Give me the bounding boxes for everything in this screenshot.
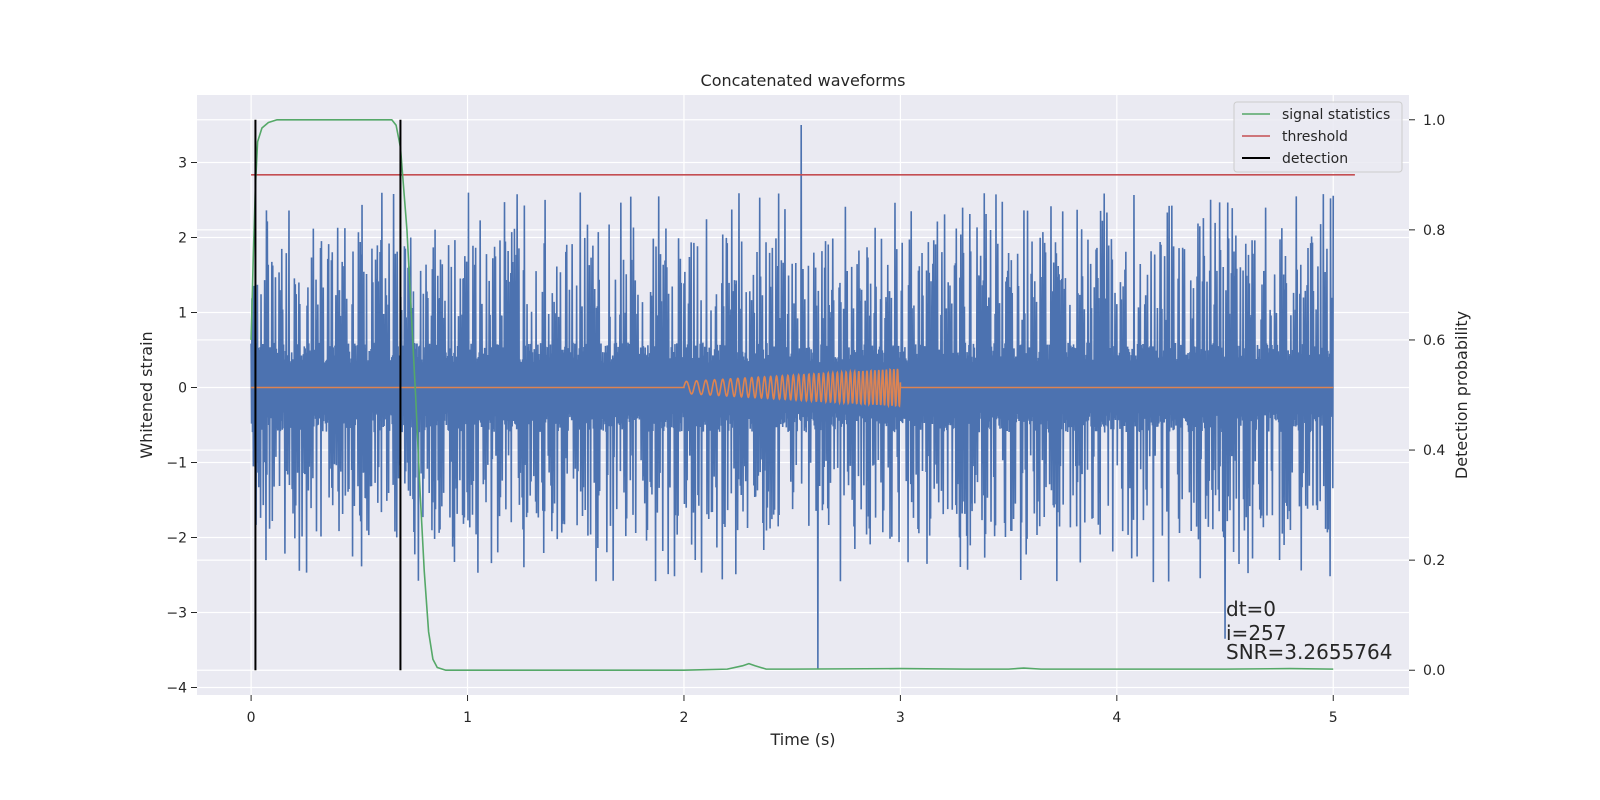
chart-title: Concatenated waveforms <box>701 71 906 90</box>
y-right-tick-label-0: 0.0 <box>1423 663 1445 679</box>
y-right-tick-label-5: 1.0 <box>1423 113 1445 129</box>
legend-box <box>1233 101 1403 173</box>
y-tick-label-7: 3 <box>178 156 187 172</box>
x-tick-label-4: 4 <box>1112 710 1121 726</box>
y-tick-label-5: 1 <box>178 306 187 322</box>
annotation-snr: SNR=3.2655764 <box>1226 640 1392 664</box>
x-tick-label-1: 1 <box>463 710 472 726</box>
injection-line <box>251 368 1334 409</box>
y-right-tick-label-2: 0.4 <box>1423 443 1445 459</box>
annotations: dt=0 i=257 SNR=3.2655764 <box>1226 597 1392 664</box>
y-axis-right-label: Detection probability <box>1452 311 1471 479</box>
signal-statistics-line <box>250 118 1334 672</box>
x-tick-label-2: 2 <box>680 710 689 726</box>
y-axis-label: Whitened strain <box>137 331 156 458</box>
strain-series <box>250 124 1335 669</box>
y-right-tick-label-1: 0.2 <box>1423 553 1445 569</box>
x-tick-label-0: 0 <box>247 710 256 726</box>
x-tick-label-3: 3 <box>896 710 905 726</box>
legend-entry-threshold: threshold <box>1282 129 1348 145</box>
annotation-index: i=257 <box>1226 621 1287 645</box>
annotation-dt: dt=0 <box>1226 597 1276 621</box>
axes: 0 1 2 3 4 5 −4 −3 −2 −1 0 1 2 3 0.0 0.2 0.4 0.6 0.8 1.0 <box>166 113 1445 726</box>
legend-entry-detection: detection <box>1282 151 1348 167</box>
y-right-tick-label-3: 0.6 <box>1423 333 1445 349</box>
overlay-series <box>250 118 1355 672</box>
y-tick-label-4: 0 <box>178 381 187 397</box>
y-tick-label-1: −3 <box>166 606 187 622</box>
y-tick-label-3: −1 <box>166 456 187 472</box>
y-right-tick-label-4: 0.8 <box>1423 223 1445 239</box>
y-tick-label-0: −4 <box>166 681 187 697</box>
legend-entry-signal-statistics: signal statistics <box>1282 107 1390 123</box>
y-tick-label-6: 2 <box>178 231 187 247</box>
strain-line <box>250 124 1335 669</box>
y-tick-label-2: −2 <box>166 531 187 547</box>
x-tick-label-5: 5 <box>1329 710 1338 726</box>
x-axis-label: Time (s) <box>769 730 835 749</box>
legend: signal statistics threshold detection <box>1233 101 1403 173</box>
